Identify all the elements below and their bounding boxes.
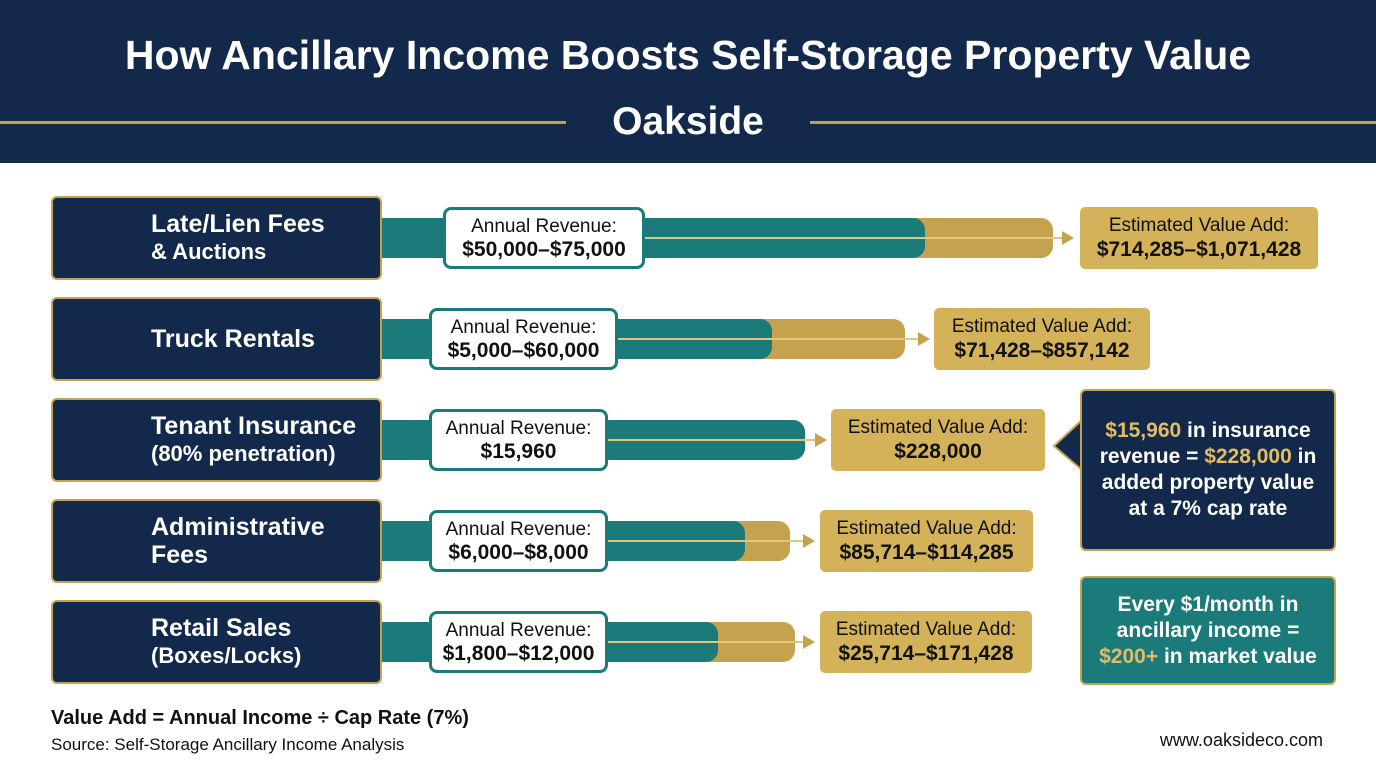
callout-part: Every $1/month in ancillary income = [1116, 592, 1300, 642]
label-line: Tenant Insurance [151, 412, 357, 440]
website: www.oaksideco.com [1159, 730, 1323, 750]
revenue-value: $50,000–$75,000 [462, 238, 626, 261]
title: How Ancillary Income Boosts Self-Storage… [124, 32, 1252, 78]
value-box: Estimated Value Add: $25,714–$171,428 [820, 611, 1032, 673]
revenue-value: $6,000–$8,000 [448, 541, 589, 564]
label-line: & Auctions [151, 239, 267, 264]
label-line: Late/Lien Fees [151, 210, 325, 238]
bar-teal-edge [381, 218, 401, 258]
label-line: Fees [151, 541, 208, 569]
revenue-label: Annual Revenue: [445, 620, 592, 641]
revenue-value: $15,960 [480, 440, 557, 463]
revenue-label: Annual Revenue: [471, 216, 617, 237]
value-box: Estimated Value Add: $71,428–$857,142 [934, 308, 1150, 370]
value-amount: $25,714–$171,428 [838, 642, 1014, 665]
value-amount: $71,428–$857,142 [954, 339, 1130, 362]
label-box: Tenant Insurance (80% penetration) [51, 398, 382, 482]
label-box: Late/Lien Fees & Auctions [51, 196, 382, 280]
value-label: Estimated Value Add: [835, 619, 1017, 640]
bar-teal-edge [381, 420, 401, 460]
divider [0, 121, 566, 124]
callout-text: $15,960 in insurance revenue = $228,000 … [1094, 418, 1322, 522]
arrow-head [918, 332, 930, 346]
arrow-head [803, 635, 815, 649]
revenue-label: Annual Revenue: [450, 317, 597, 338]
revenue-label: Annual Revenue: [445, 519, 592, 540]
value-label: Estimated Value Add: [951, 316, 1133, 337]
label-box: Administrative Fees [51, 499, 382, 583]
label-box: Truck Rentals [51, 297, 382, 381]
value-box: Estimated Value Add: $228,000 [831, 409, 1045, 471]
header [0, 0, 1376, 163]
callout-part: in market value [1158, 644, 1317, 668]
arrow-head [815, 433, 827, 447]
value-box: Estimated Value Add: $714,285–$1,071,428 [1080, 207, 1318, 269]
revenue-value: $5,000–$60,000 [447, 339, 600, 362]
callout-part: $228,000 [1204, 445, 1292, 468]
source: Source: Self-Storage Ancillary Income An… [51, 735, 405, 754]
value-amount: $228,000 [894, 440, 982, 463]
revenue-box: Annual Revenue: $1,800–$12,000 [429, 611, 608, 673]
callout-text: Every $1/month in ancillary income = $20… [1094, 592, 1322, 670]
label-line: Truck Rentals [151, 325, 315, 353]
arrow-head [803, 534, 815, 548]
label-line: (80% penetration) [151, 441, 336, 466]
callout-part: $200+ [1099, 644, 1159, 668]
formula: Value Add = Annual Income ÷ Cap Rate (7%… [51, 707, 469, 729]
bar-teal-edge [381, 622, 401, 662]
value-label: Estimated Value Add: [1108, 215, 1290, 236]
callout: Every $1/month in ancillary income = $20… [1080, 576, 1336, 685]
revenue-box: Annual Revenue: $5,000–$60,000 [429, 308, 618, 370]
revenue-box: Annual Revenue: $50,000–$75,000 [443, 207, 645, 269]
divider [810, 121, 1376, 124]
arrow-head [1062, 231, 1074, 245]
subtitle: Oakside [612, 100, 764, 143]
callout-pointer [1052, 417, 1083, 473]
value-box: Estimated Value Add: $85,714–$114,285 [820, 510, 1033, 572]
callout-part: in added property value at a 7% cap rate [1101, 445, 1317, 520]
label-line: Administrative [151, 513, 325, 541]
label-box: Retail Sales (Boxes/Locks) [51, 600, 382, 684]
value-amount: $85,714–$114,285 [839, 541, 1014, 564]
callout: $15,960 in insurance revenue = $228,000 … [1080, 389, 1336, 551]
value-label: Estimated Value Add: [836, 518, 1017, 539]
label-line: (Boxes/Locks) [151, 643, 302, 668]
revenue-box: Annual Revenue: $15,960 [429, 409, 608, 471]
callout-part: $15,960 [1105, 419, 1182, 442]
revenue-label: Annual Revenue: [445, 418, 592, 439]
value-amount: $714,285–$1,071,428 [1096, 238, 1302, 261]
revenue-value: $1,800–$12,000 [442, 642, 595, 665]
label-line: Retail Sales [151, 614, 292, 642]
callout-part: in insurance revenue = [1099, 419, 1311, 468]
bar-teal-edge [381, 521, 401, 561]
bar-teal-edge [381, 319, 401, 359]
value-label: Estimated Value Add: [847, 417, 1029, 438]
revenue-box: Annual Revenue: $6,000–$8,000 [429, 510, 608, 572]
